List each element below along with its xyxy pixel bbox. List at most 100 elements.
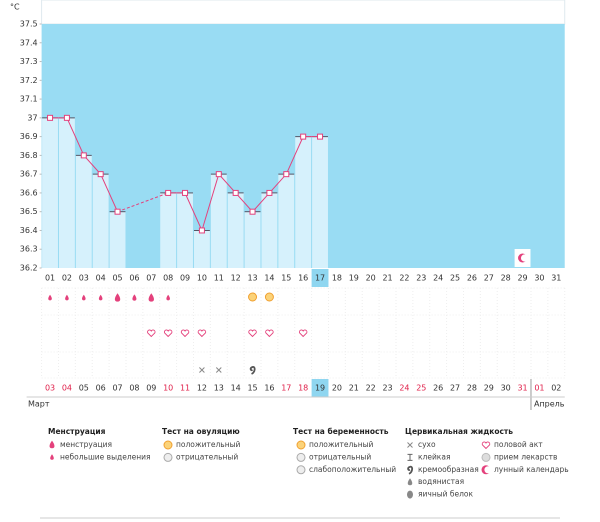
day-column <box>58 117 75 268</box>
point <box>266 189 273 196</box>
y-tick-label: 36.3 <box>20 245 38 254</box>
x-tick-label: 22 <box>399 274 409 283</box>
month-label: Апрель <box>534 400 565 409</box>
sun-icon <box>163 440 173 450</box>
date-label: 04 <box>62 384 72 393</box>
x-tick-label: 13 <box>247 274 257 283</box>
date-label: 24 <box>399 384 409 393</box>
drop-icon <box>49 440 55 449</box>
date-label: 05 <box>79 384 89 393</box>
water-icon <box>407 478 413 486</box>
x-tick-label: 29 <box>517 274 527 283</box>
day-column <box>210 174 227 268</box>
date-label: 20 <box>332 384 342 393</box>
legend-heading: Менструация <box>48 427 106 436</box>
date-label: 03 <box>45 384 55 393</box>
heart-icon <box>197 329 207 338</box>
point <box>300 133 307 140</box>
heart-icon <box>265 329 274 338</box>
day-column <box>278 174 295 268</box>
legend-heading: Тест на овуляцию <box>162 427 240 436</box>
y-tick-label: 37.3 <box>20 57 38 66</box>
drop-icon <box>48 294 52 301</box>
egg-icon <box>407 490 413 499</box>
date-label: 28 <box>467 384 477 393</box>
x-tick-label: 05 <box>112 274 122 283</box>
date-label: 25 <box>416 384 426 393</box>
point <box>114 208 121 215</box>
neg-icon <box>296 465 306 475</box>
point <box>232 189 239 196</box>
month-label: Март <box>28 400 50 409</box>
date-label: 26 <box>433 384 443 393</box>
point <box>249 208 256 215</box>
heart-icon <box>481 441 491 450</box>
day-column <box>160 192 177 268</box>
point <box>182 189 189 196</box>
heart-icon <box>147 329 156 338</box>
y-tick-label: 37.1 <box>20 95 38 104</box>
legend-item: лунный календарь <box>494 465 569 474</box>
date-label: 06 <box>96 384 106 393</box>
day-column <box>109 211 126 268</box>
legend-item: небольшие выделения <box>60 452 151 461</box>
date-label: 13 <box>214 384 224 393</box>
drop-icon <box>81 294 86 301</box>
x-tick-label: 16 <box>298 274 308 283</box>
cross-icon <box>407 442 413 448</box>
cross-icon <box>199 367 205 373</box>
point <box>80 152 87 159</box>
date-label: 27 <box>450 384 460 393</box>
drop-icon <box>148 293 154 302</box>
point <box>63 114 70 121</box>
x-tick-label: 30 <box>534 274 544 283</box>
x-tick-label: 04 <box>96 274 106 283</box>
legend-heading: Цервикальная жидкость <box>405 427 513 436</box>
y-tick-label: 37.4 <box>20 38 38 47</box>
date-label: 14 <box>231 384 241 393</box>
y-tick-label: 36.4 <box>20 226 38 235</box>
point <box>215 171 222 178</box>
x-tick-label: 06 <box>129 274 139 283</box>
day-column <box>177 192 193 268</box>
date-label: 15 <box>247 384 257 393</box>
day-column <box>92 174 109 268</box>
top-area <box>41 0 566 25</box>
day-column <box>295 136 312 268</box>
cross-icon <box>215 367 222 373</box>
curl-icon <box>249 366 256 375</box>
day-column <box>75 155 92 268</box>
date-label: 18 <box>298 384 308 393</box>
y-tick-label: 37 <box>27 113 37 122</box>
day-column <box>193 230 210 268</box>
legend-item: положительный <box>309 440 374 449</box>
x-tick-label: 19 <box>349 274 359 283</box>
x-tick-label: 20 <box>366 274 376 283</box>
day-column <box>227 192 244 268</box>
day-column <box>312 136 328 268</box>
legend-item: отрицательный <box>309 452 371 461</box>
point <box>317 133 324 140</box>
x-tick-label: 25 <box>450 274 460 283</box>
drop-icon <box>166 294 170 301</box>
heart-icon <box>163 329 173 338</box>
date-label: 17 <box>281 384 291 393</box>
legend-item: яичный белок <box>418 490 474 499</box>
point <box>198 227 205 234</box>
x-tick-label: 24 <box>433 274 443 283</box>
y-tick-label: 36.2 <box>20 264 38 273</box>
x-tick-label: 31 <box>551 274 561 283</box>
sun-icon <box>248 292 258 302</box>
heart-icon <box>180 329 190 338</box>
date-label: 31 <box>517 384 527 393</box>
legend-item: клейкая <box>418 452 450 461</box>
x-tick-label: 17 <box>315 274 325 283</box>
x-tick-label: 09 <box>180 274 190 283</box>
date-label: 16 <box>264 384 274 393</box>
legend-item: сухо <box>418 440 436 449</box>
date-label: 29 <box>484 384 494 393</box>
drop-icon <box>132 294 137 301</box>
x-tick-label: 02 <box>62 274 72 283</box>
date-label: 19 <box>315 384 325 393</box>
